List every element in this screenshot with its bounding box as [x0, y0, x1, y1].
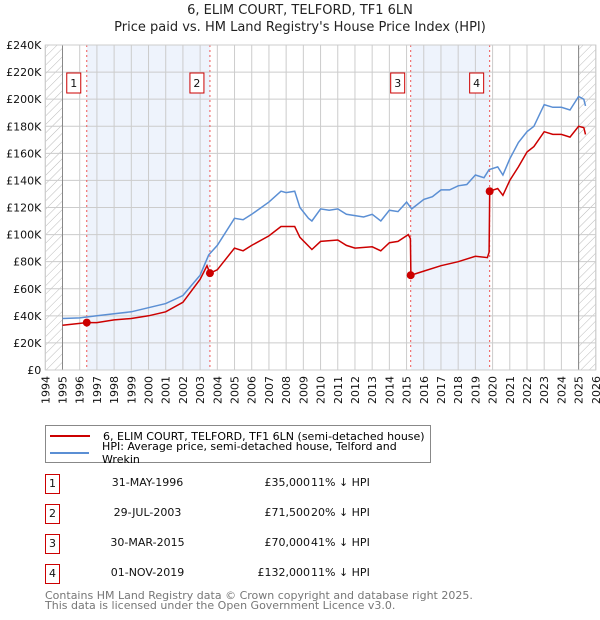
sale-price: £71,500: [264, 506, 311, 519]
sale-row: 3 30-MAR-2015 £70,000 41% ↓ HPI: [45, 534, 445, 554]
x-tick-label: 2002: [177, 376, 190, 404]
sale-date: 29-JUL-2003: [113, 506, 182, 519]
x-tick-label: 2004: [211, 376, 224, 404]
x-tick-label: 1995: [57, 376, 70, 404]
x-tick-label: 1998: [108, 376, 121, 404]
sale-point: [205, 269, 214, 278]
sale-point: [406, 271, 415, 280]
footer-copyright: Contains HM Land Registry data © Crown c…: [45, 589, 473, 602]
sale-number: 3: [45, 534, 60, 554]
x-tick-label: 2020: [487, 376, 500, 404]
sale-hpi-diff: 20% ↓ HPI: [311, 506, 370, 519]
x-tick-label: 2005: [229, 376, 242, 404]
x-tick-label: 2018: [452, 376, 465, 404]
legend-label: 6, ELIM COURT, TELFORD, TF1 6LN (semi-de…: [103, 429, 425, 443]
plot-area: 1994 1995 1996 1997 1998 1999 2000 2001 2002 2003…: [6, 39, 600, 404]
sale-date: 01-NOV-2019: [110, 566, 185, 579]
y-tick-label: £100K: [6, 229, 42, 242]
x-tick-label: 2026: [590, 376, 600, 404]
x-tick-label: 1996: [74, 376, 87, 404]
y-tick-label: £240K: [6, 39, 42, 52]
sale-hpi-diff: 11% ↓ HPI: [311, 566, 370, 579]
sale-label-box: [189, 72, 205, 94]
y-tick-label: £20K: [13, 337, 42, 350]
sale-hpi-diff: 11% ↓ HPI: [311, 476, 370, 489]
y-tick-label: £40K: [13, 310, 42, 323]
y-tick-label: £80K: [13, 256, 42, 269]
x-tick-label: 2007: [263, 376, 276, 404]
y-tick-label: £140K: [6, 174, 42, 187]
x-tick-label: 2009: [297, 376, 310, 404]
sale-row: 4 01-NOV-2019 £132,000 11% ↓ HPI: [45, 564, 445, 584]
x-tick-label: 2016: [418, 376, 431, 404]
x-tick-label: 2023: [538, 376, 551, 404]
footer-licence: This data is licensed under the Open Gov…: [45, 599, 396, 612]
legend-item-property: 6, ELIM COURT, TELFORD, TF1 6LN (semi-de…: [46, 428, 425, 444]
sale-label: 2: [193, 77, 200, 90]
x-tick-label: 2014: [383, 376, 396, 404]
x-tick-label: 1999: [125, 376, 138, 404]
price-paid-line: [62, 125, 587, 327]
chart-title: 6, ELIM COURT, TELFORD, TF1 6LN: [187, 3, 413, 18]
legend-item-hpi: HPI: Average price, semi-detached house,…: [46, 440, 430, 466]
x-tick-label: 1994: [39, 376, 52, 404]
sale-point: [82, 318, 91, 327]
sale-number: 4: [45, 564, 60, 584]
sale-price: £132,000: [257, 566, 311, 579]
sale-point: [485, 187, 494, 196]
x-tick-label: 2017: [435, 376, 448, 404]
sale-row: 1 31-MAY-1996 £35,000 11% ↓ HPI: [45, 474, 445, 494]
sale-label: 3: [394, 77, 401, 90]
y-tick-label: £160K: [6, 147, 42, 160]
sale-label: 4: [473, 77, 480, 90]
x-tick-label: 2015: [401, 376, 414, 404]
hpi-line: [62, 95, 587, 320]
x-tick-label: 2001: [160, 376, 173, 404]
sale-label-box: [390, 72, 406, 94]
sale-hpi-diff: 41% ↓ HPI: [311, 536, 370, 549]
sale-price: £70,000: [264, 536, 311, 549]
chart-subtitle: Price paid vs. HM Land Registry's House …: [114, 20, 486, 35]
legend-swatch-blue: [50, 452, 90, 454]
sale-date: 30-MAR-2015: [110, 536, 185, 549]
sale-number: 2: [45, 504, 60, 524]
y-tick-label: £120K: [6, 202, 42, 215]
x-tick-label: 2000: [143, 376, 156, 404]
y-tick-label: £60K: [13, 283, 42, 296]
x-tick-label: 2025: [573, 376, 586, 404]
x-tick-label: 2024: [555, 376, 568, 404]
sale-label: 1: [70, 77, 77, 90]
legend-label: HPI: Average price, semi-detached house,…: [102, 440, 397, 466]
x-tick-label: 2011: [332, 376, 345, 404]
y-tick-label: £220K: [6, 66, 42, 79]
sale-label-box: [469, 72, 485, 94]
y-tick-label: £0: [27, 364, 41, 377]
y-tick-label: £180K: [6, 120, 42, 133]
y-tick-label: £200K: [6, 93, 42, 106]
legend-swatch-red: [50, 435, 90, 437]
sale-price: £35,000: [264, 476, 311, 489]
x-tick-label: 1997: [91, 376, 104, 404]
x-tick-label: 2022: [521, 376, 534, 404]
plot-border: [44, 44, 597, 371]
x-tick-label: 2019: [469, 376, 482, 404]
sale-row: 2 29-JUL-2003 £71,500 20% ↓ HPI: [45, 504, 445, 524]
x-tick-label: 2008: [280, 376, 293, 404]
legend: 6, ELIM COURT, TELFORD, TF1 6LN (semi-de…: [45, 425, 431, 466]
x-tick-label: 2006: [246, 376, 259, 404]
x-tick-label: 2010: [315, 376, 328, 404]
x-tick-label: 2013: [366, 376, 379, 404]
x-tick-label: 2003: [194, 376, 207, 404]
x-tick-label: 2012: [349, 376, 362, 404]
sale-label-box: [66, 72, 82, 94]
sale-date: 31-MAY-1996: [111, 476, 184, 489]
x-tick-label: 2021: [504, 376, 517, 404]
sale-number: 1: [45, 474, 60, 494]
